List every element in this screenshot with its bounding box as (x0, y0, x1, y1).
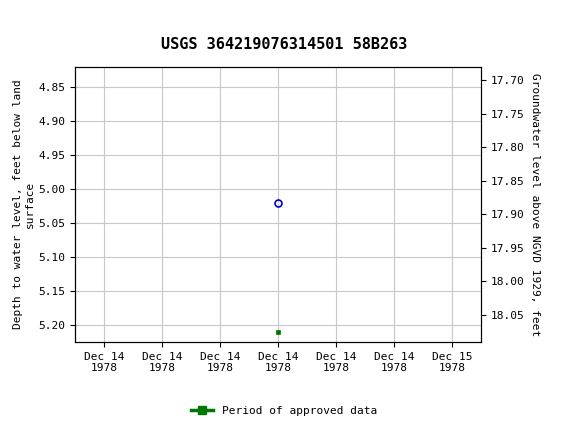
Y-axis label: Groundwater level above NGVD 1929, feet: Groundwater level above NGVD 1929, feet (531, 73, 541, 336)
Text: USGS 364219076314501 58B263: USGS 364219076314501 58B263 (161, 37, 407, 52)
Legend: Period of approved data: Period of approved data (187, 401, 382, 420)
Text: ≈USGS: ≈USGS (9, 9, 74, 27)
Y-axis label: Depth to water level, feet below land
surface: Depth to water level, feet below land su… (13, 80, 35, 329)
